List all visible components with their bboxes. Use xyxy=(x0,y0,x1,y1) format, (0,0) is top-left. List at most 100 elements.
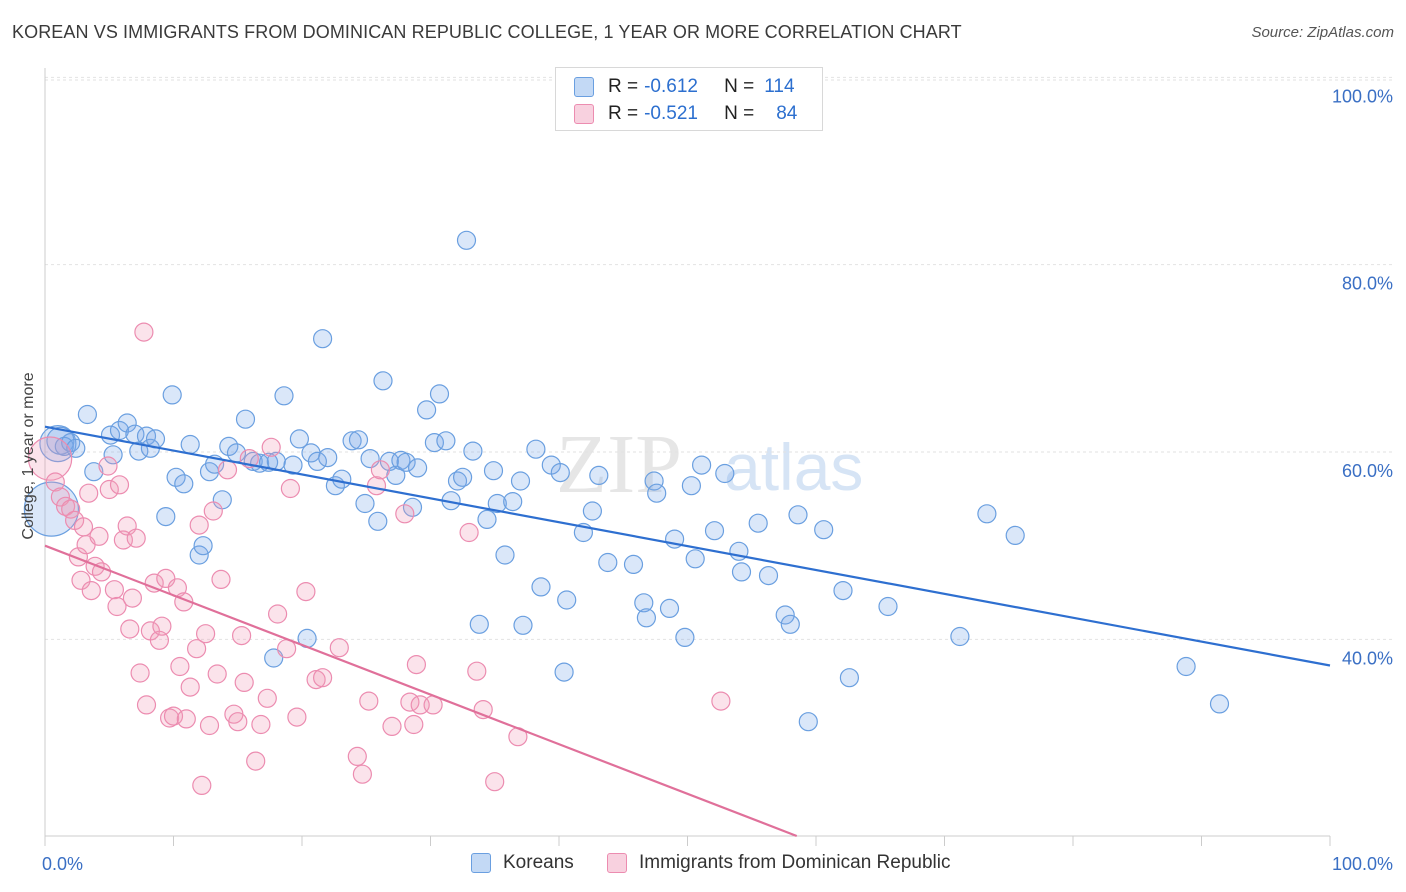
point-koreans-83 xyxy=(598,552,618,573)
point-koreans-41 xyxy=(313,329,333,349)
point-dominican-29 xyxy=(144,573,164,593)
point-koreans-7 xyxy=(84,462,104,482)
point-dominican-41 xyxy=(189,515,209,535)
point-koreans-93 xyxy=(685,549,705,569)
point-koreans-19 xyxy=(166,467,186,487)
point-koreans-86 xyxy=(636,608,657,628)
point-dominican-47 xyxy=(211,569,231,590)
point-dominican-63 xyxy=(306,669,326,690)
point-dominican-7 xyxy=(71,570,91,590)
point-dominican-1 xyxy=(45,472,65,492)
point-dominican-48 xyxy=(217,460,238,480)
point-koreans-104 xyxy=(798,712,818,732)
legend-n-value-koreans: 114 xyxy=(764,76,795,97)
point-dominican-17 xyxy=(104,580,125,600)
point-koreans-59 xyxy=(429,384,450,404)
point-dominican-50 xyxy=(228,712,248,732)
legend-label-koreans: Koreans xyxy=(503,852,574,873)
watermark-zip: ZIP xyxy=(556,418,682,511)
legend-r-value-koreans: -0.612 xyxy=(644,76,698,97)
point-dominican-83 xyxy=(711,691,731,711)
series-legend: Koreans Immigrants from Dominican Republ… xyxy=(0,852,1406,878)
point-dominican-70 xyxy=(370,460,390,480)
point-koreans-71 xyxy=(503,492,523,512)
point-dominican-30 xyxy=(149,630,169,650)
point-dominican-60 xyxy=(280,478,300,499)
point-koreans-94 xyxy=(691,455,712,475)
point-dominican-15 xyxy=(98,456,118,476)
legend-swatch-dominican xyxy=(574,104,594,124)
point-koreans-22 xyxy=(189,545,209,565)
legend-swatch-dominican xyxy=(607,853,627,873)
point-koreans-36 xyxy=(283,455,303,475)
point-dominican-42 xyxy=(192,775,212,796)
point-dominican-0 xyxy=(27,436,73,481)
point-koreans-102 xyxy=(780,614,800,634)
point-dominican-25 xyxy=(130,663,150,683)
point-koreans-70 xyxy=(495,545,515,565)
point-dominican-3 xyxy=(55,496,76,516)
point-dominican-57 xyxy=(261,437,281,457)
point-koreans-45 xyxy=(342,431,362,451)
point-koreans-81 xyxy=(582,501,603,521)
point-dominican-81 xyxy=(485,772,505,792)
y-tick-label-80: 80.0% xyxy=(1342,274,1393,294)
point-koreans-103 xyxy=(788,505,808,525)
point-koreans-54 xyxy=(396,452,416,472)
point-dominican-18 xyxy=(107,596,127,617)
point-koreans-100 xyxy=(758,565,779,586)
point-dominican-61 xyxy=(287,707,307,727)
point-dominican-55 xyxy=(251,714,271,735)
point-dominican-27 xyxy=(136,695,157,715)
point-koreans-82 xyxy=(589,465,609,485)
point-koreans-84 xyxy=(623,554,644,575)
point-koreans-108 xyxy=(878,596,898,617)
point-dominican-69 xyxy=(366,476,387,496)
legend-item-dominican: Immigrants from Dominican Republic xyxy=(607,852,951,874)
legend-row-dominican: R = -0.521 N = 84 xyxy=(574,102,797,126)
y-tick-label-60: 60.0% xyxy=(1342,461,1393,481)
legend-n-label: N = xyxy=(724,103,755,124)
point-dominican-26 xyxy=(134,322,154,342)
point-koreans-23 xyxy=(193,536,213,556)
point-dominican-67 xyxy=(352,764,372,784)
y-tick-labels: 40.0% 60.0% 80.0% 100.0% xyxy=(1332,86,1393,668)
point-koreans-111 xyxy=(1005,525,1025,546)
point-koreans-87 xyxy=(644,471,664,491)
trend-line-dominican xyxy=(44,544,798,838)
legend-r-value-dominican: -0.521 xyxy=(644,103,698,124)
point-koreans-17 xyxy=(156,506,176,527)
point-dominican-78 xyxy=(459,522,479,543)
point-dominican-72 xyxy=(395,504,415,524)
point-dominican-44 xyxy=(199,715,220,736)
point-dominican-4 xyxy=(61,499,81,519)
point-dominican-54 xyxy=(246,751,266,771)
point-koreans-63 xyxy=(453,467,473,487)
point-koreans-65 xyxy=(463,441,483,461)
point-koreans-50 xyxy=(373,371,393,391)
point-dominican-62 xyxy=(296,581,316,602)
point-koreans-40 xyxy=(307,451,327,471)
point-dominican-11 xyxy=(81,580,101,601)
point-koreans-109 xyxy=(950,626,970,647)
point-dominican-52 xyxy=(234,672,254,693)
point-koreans-6 xyxy=(77,404,98,425)
point-dominican-38 xyxy=(176,709,196,729)
point-dominican-51 xyxy=(232,625,252,646)
point-koreans-44 xyxy=(332,469,352,489)
stats-legend: R = -0.612 N = 114 R = -0.521 N = 84 xyxy=(555,67,823,131)
legend-label-dominican: Immigrants from Dominican Republic xyxy=(639,852,951,873)
point-koreans-110 xyxy=(977,504,997,524)
point-dominican-65 xyxy=(329,638,349,658)
point-koreans-46 xyxy=(348,430,369,450)
point-dominican-40 xyxy=(187,639,207,659)
legend-row-koreans: R = -0.612 N = 114 xyxy=(574,75,795,99)
point-koreans-57 xyxy=(417,400,437,420)
point-dominican-24 xyxy=(126,528,146,548)
point-koreans-89 xyxy=(659,598,680,619)
point-dominican-75 xyxy=(406,654,426,675)
point-koreans-21 xyxy=(180,434,200,455)
point-dominican-36 xyxy=(170,656,190,677)
point-dominican-22 xyxy=(120,619,140,639)
gridlines xyxy=(45,76,1392,640)
